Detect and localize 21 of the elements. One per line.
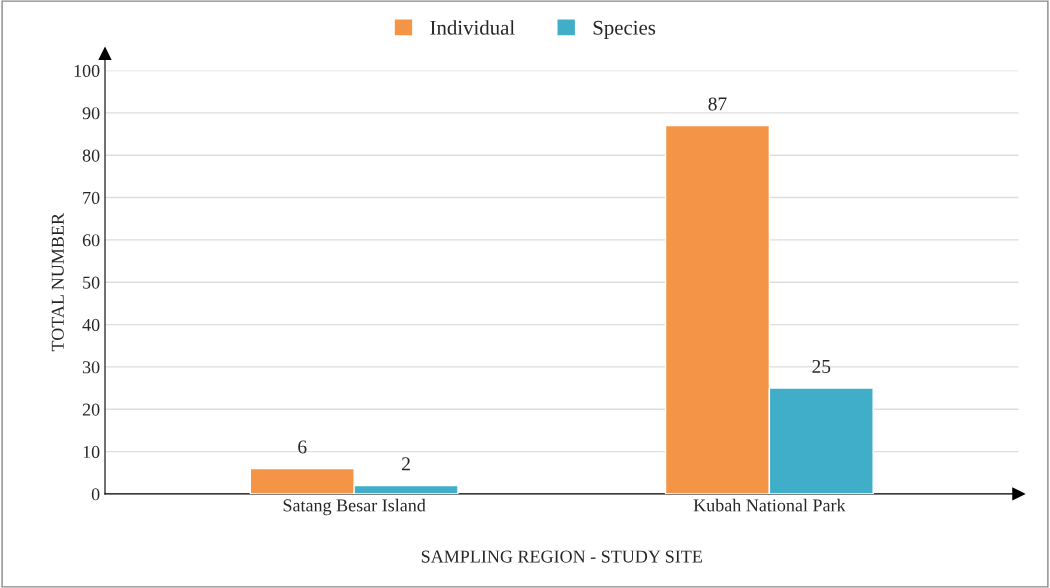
y-tick-label: 70 bbox=[83, 191, 100, 205]
data-label: 25 bbox=[812, 359, 831, 374]
y-tick-label: 40 bbox=[82, 318, 100, 332]
data-label: 87 bbox=[708, 97, 727, 111]
data-label: 2 bbox=[402, 457, 410, 471]
x-axis-title: SAMPLING REGION - STUDY SITE bbox=[421, 550, 702, 563]
x-tick-label: Satang Besar Island bbox=[283, 498, 426, 516]
data-label: 6 bbox=[298, 440, 307, 454]
y-tick-label: 20 bbox=[82, 403, 100, 416]
y-tick-label: 50 bbox=[83, 276, 100, 289]
legend-label: Individual bbox=[430, 20, 515, 35]
y-tick-label: 100 bbox=[74, 64, 100, 77]
y-tick-label: 90 bbox=[82, 107, 100, 120]
y-tick-label: 30 bbox=[82, 361, 100, 374]
y-tick-label: 80 bbox=[82, 149, 100, 162]
x-tick-label: Kubah National Park bbox=[693, 498, 846, 512]
y-tick-label: 10 bbox=[83, 445, 100, 459]
y-tick-label: 60 bbox=[82, 234, 100, 247]
y-axis-title: TOTAL NUMBER bbox=[51, 213, 64, 352]
y-tick-label: 0 bbox=[91, 488, 100, 501]
legend-label: Species bbox=[593, 20, 656, 40]
